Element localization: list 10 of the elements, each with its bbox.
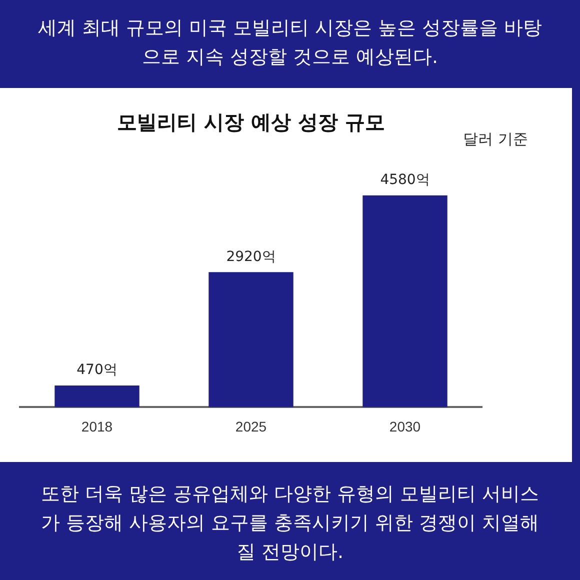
text: 또한 더욱 많은 공유업체와 다양한 유형의 모빌리티 서비스가 등장해 사용자의 요구를 충족시키기 위한 경쟁이 치열해질 전망이다.	[40, 482, 540, 565]
data-label: 4580억	[380, 172, 430, 188]
x-tick-label: 2030	[389, 418, 421, 434]
chart-title: 모빌리티 시장 예상 성장 규모	[117, 110, 385, 134]
text: 세계 최대 규모의 미국 모빌리티 시장은 높은 성장률을 바탕으로 지속 성장할 것으로 예상된다.	[36, 16, 544, 70]
x-tick-label: 2025	[235, 418, 267, 434]
text: 달러 기준	[463, 130, 528, 149]
data-label: 2920억	[226, 248, 276, 265]
x-tick-label: 2018	[81, 418, 113, 434]
data-label: 470억	[76, 362, 118, 378]
